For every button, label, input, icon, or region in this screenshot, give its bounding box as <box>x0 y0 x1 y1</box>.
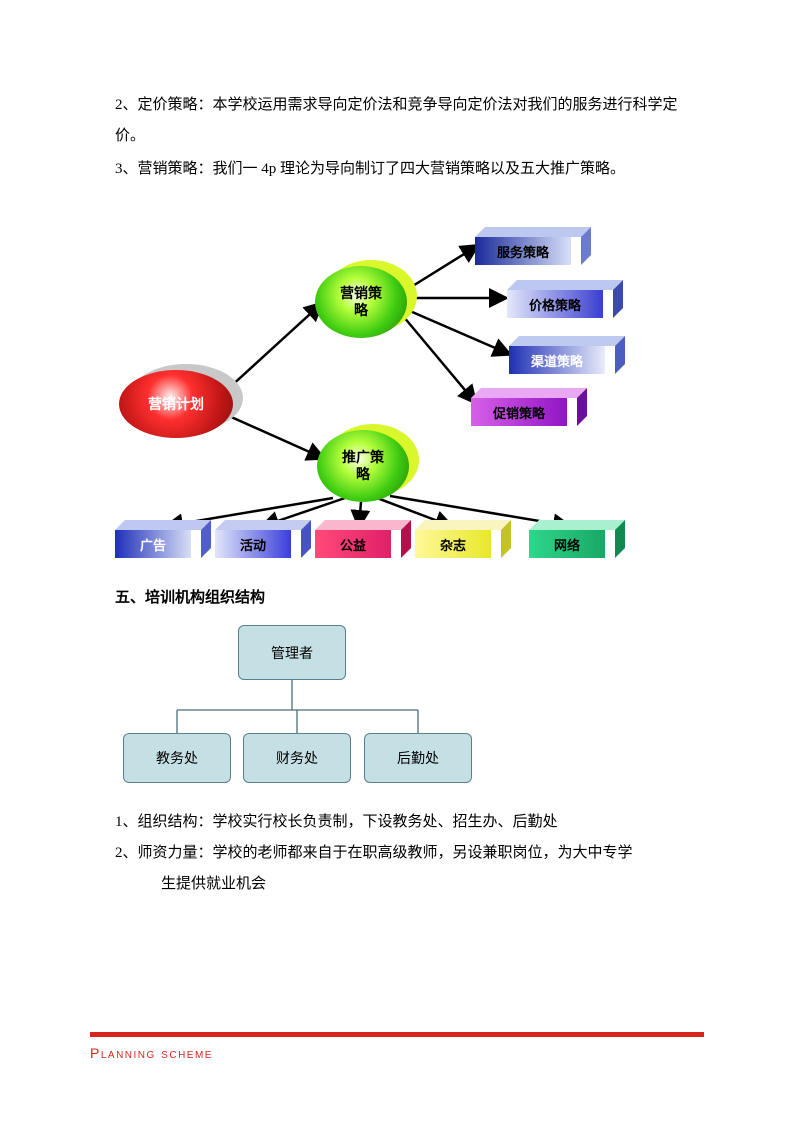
diagram-ellipse: 推广策 略 <box>317 430 409 502</box>
diagram-box: 活动 <box>215 520 301 558</box>
diagram-box: 杂志 <box>415 520 501 558</box>
org-box: 后勤处 <box>364 733 472 783</box>
diagram-box: 网络 <box>529 520 615 558</box>
diagram-box: 渠道策略 <box>509 336 615 374</box>
diagram-box: 价格策略 <box>507 280 613 318</box>
marketing-strategy-diagram: 营销计划 营销策 略推广策 略 服务策略价格策略渠道策略促销策略广告活动公益杂志网络 <box>115 202 675 562</box>
page-footer: Planning scheme <box>90 1032 704 1061</box>
diagram-box: 促销策略 <box>471 388 577 426</box>
org-box: 财务处 <box>243 733 351 783</box>
list-item-2-line2: 生提供就业机会 <box>115 869 684 900</box>
list-item-2: 2、师资力量：学校的老师都来自于在职高级教师，另设兼职岗位，为大中专学 生提供就… <box>115 838 684 900</box>
section-5-heading: 五、培训机构组织结构 <box>115 586 684 607</box>
footer-bar <box>90 1032 704 1037</box>
paragraph-pricing: 2、定价策略：本学校运用需求导向定价法和竞争导向定价法对我们的服务进行科学定价。 <box>115 90 684 152</box>
diagram-ellipse: 营销策 略 <box>315 266 407 338</box>
diagram-ellipse: 营销计划 <box>119 370 233 438</box>
footer-label: Planning scheme <box>90 1045 704 1061</box>
diagram-box: 广告 <box>115 520 201 558</box>
org-box: 教务处 <box>123 733 231 783</box>
paragraph-marketing: 3、营销策略：我们一 4p 理论为导向制订了四大营销策略以及五大推广策略。 <box>115 154 684 185</box>
org-chart: 管理者教务处财务处后勤处 <box>123 625 523 785</box>
list-item-2-line1: 2、师资力量：学校的老师都来自于在职高级教师，另设兼职岗位，为大中专学 <box>115 845 633 861</box>
diagram-box: 公益 <box>315 520 401 558</box>
org-box: 管理者 <box>238 625 346 680</box>
list-item-1: 1、组织结构：学校实行校长负责制，下设教务处、招生办、后勤处 <box>115 807 684 838</box>
diagram-box: 服务策略 <box>475 227 581 265</box>
